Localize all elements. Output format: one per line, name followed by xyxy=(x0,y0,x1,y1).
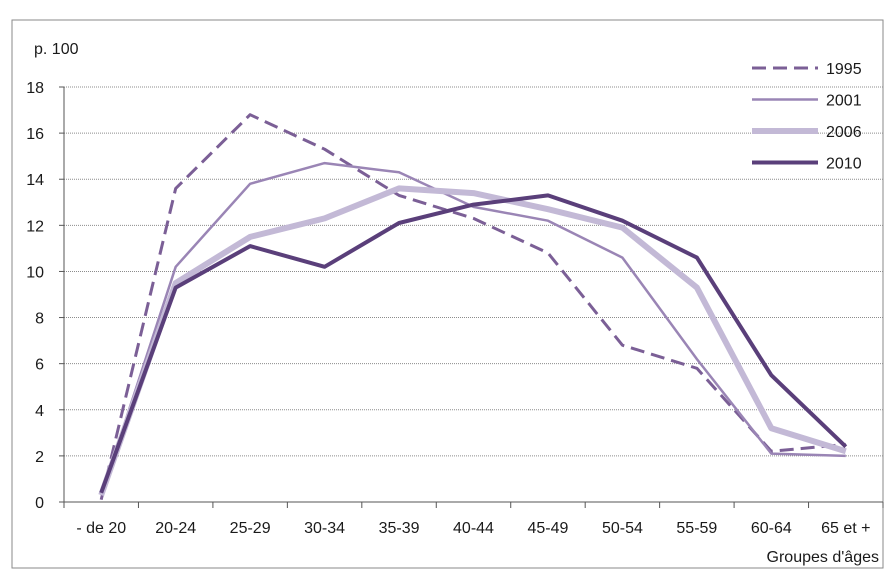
x-tick-label: 65 et + xyxy=(821,520,870,537)
series-line-1995 xyxy=(99,113,846,501)
legend: 1995 2001 2006 2010 xyxy=(752,61,862,173)
chart-frame xyxy=(11,19,884,569)
series-line-2010 xyxy=(99,193,848,494)
x-tick-label: 30-34 xyxy=(304,520,345,537)
series-line-2006 xyxy=(98,185,847,497)
x-tick-label: 60-64 xyxy=(751,520,792,537)
y-tick-label: 12 xyxy=(26,218,44,235)
y-tick-label: 4 xyxy=(35,403,44,420)
y-tick-label: 8 xyxy=(35,311,44,328)
x-tick-label: 55-59 xyxy=(676,520,717,537)
legend-label-2006: 2006 xyxy=(826,124,862,141)
x-axis-title: Groupes d'âges xyxy=(767,549,879,566)
legend-label-1995: 1995 xyxy=(826,61,862,78)
y-tick-label: 0 xyxy=(35,495,44,512)
y-tick-label: 14 xyxy=(26,172,44,189)
series-lines xyxy=(98,113,848,501)
y-tick-label: 10 xyxy=(26,264,44,281)
y-tick-label: 18 xyxy=(26,80,44,97)
y-tick-label: 2 xyxy=(35,449,44,466)
x-tick-label: 45-49 xyxy=(527,520,568,537)
y-tick-label: 16 xyxy=(26,126,44,143)
axes: 0 2 4 6 8 10 12 14 16 18 - de 20 20-24 25-29 30-34 35-… xyxy=(26,80,884,537)
x-tick-label: 40-44 xyxy=(453,520,494,537)
series-line-2001 xyxy=(100,161,846,496)
legend-label-2010: 2010 xyxy=(826,156,862,173)
x-tick-label: 35-39 xyxy=(379,520,420,537)
gridlines xyxy=(64,86,883,457)
y-tick-label: 6 xyxy=(35,357,44,374)
x-tick-label: 50-54 xyxy=(602,520,643,537)
y-axis-title: p. 100 xyxy=(34,41,79,58)
x-tick-label: - de 20 xyxy=(76,520,126,537)
x-tick-label: 20-24 xyxy=(155,520,196,537)
legend-label-2001: 2001 xyxy=(826,93,862,110)
x-tick-label: 25-29 xyxy=(230,520,271,537)
